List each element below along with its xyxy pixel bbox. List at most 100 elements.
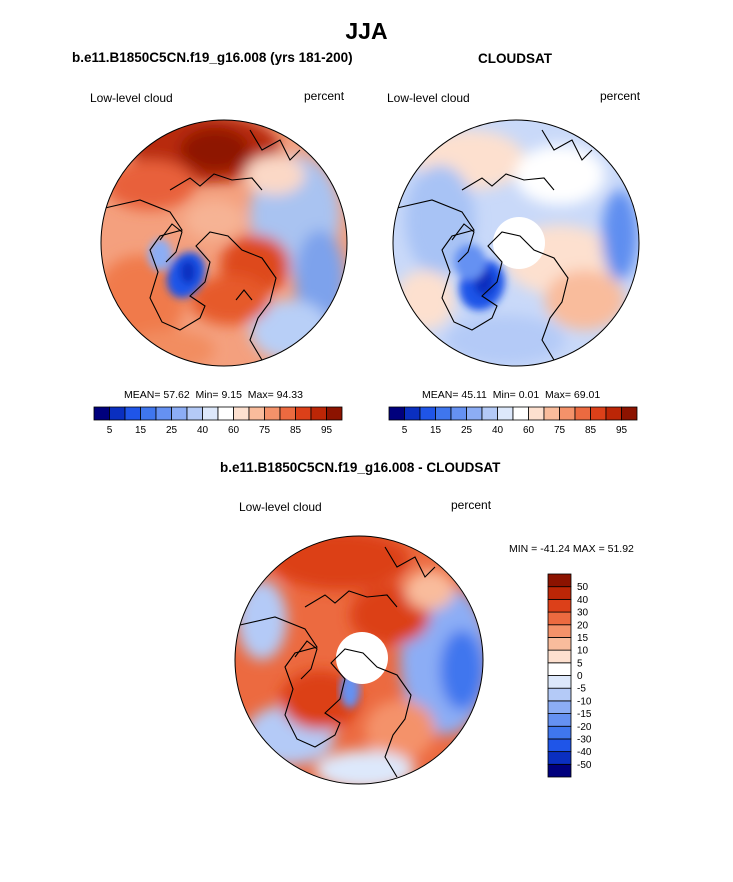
panel2-variable-label: Low-level cloud: [387, 91, 470, 105]
panel3-colorbar-tick-label: 40: [577, 595, 589, 606]
panel3-colorbar-swatch: [547, 662, 572, 676]
panel1-colorbar-swatch: [93, 406, 110, 421]
panel3-colorbar-tick-label: 10: [577, 646, 589, 657]
panel3-colorbar-swatch: [547, 675, 572, 689]
panel1-colorbar-swatch: [202, 406, 219, 421]
panel1-coastlines: [104, 129, 301, 361]
panel1-colorbar-swatch: [217, 406, 234, 421]
panel2-stats: MEAN= 45.11 Min= 0.01 Max= 69.01: [422, 389, 600, 401]
panel2-colorbar-swatch: [388, 406, 405, 421]
panel1-colorbar-swatch: [171, 406, 188, 421]
panel1-colorbar-swatch: [264, 406, 281, 421]
panel3-colorbar-swatch: [547, 573, 572, 588]
panel3-colorbar-swatch: [547, 611, 572, 626]
panel3-colorbar-tick-label: 5: [577, 658, 583, 669]
panel1-colorbar-swatch: [233, 406, 250, 421]
panel3-colorbar-swatch: [547, 751, 572, 765]
panel2-units-label: percent: [600, 89, 641, 103]
panel1-colorbar-swatch: [310, 406, 327, 421]
panel3-colorbar-tick-label: 15: [577, 633, 589, 644]
panel2-coastlines: [396, 129, 593, 361]
panel3-colorbar-tick-label: -40: [577, 747, 592, 758]
panel2-colorbar-swatch: [450, 406, 467, 421]
panel2-colorbar-swatch: [590, 406, 607, 421]
panel2-max-value: 69.01: [573, 389, 601, 401]
panel3-colorbar-swatch: [547, 649, 572, 664]
panel3-variable-label: Low-level cloud: [239, 500, 322, 514]
panel3-coastlines: [239, 546, 436, 778]
panel2-colorbar-tick-label: 40: [492, 425, 504, 436]
panel1-colorbar-tick-label: 40: [197, 425, 209, 436]
panel1-max-value: 94.33: [276, 389, 303, 401]
panel2-colorbar-swatch: [574, 406, 591, 421]
panel1-colorbar-swatch: [109, 406, 126, 421]
panel3-colorbar-tick-label: 50: [577, 582, 589, 593]
panel2-colorbar-swatch: [528, 406, 545, 421]
panel2-colorbar-tick-label: 95: [616, 425, 628, 436]
panel2-colorbar: 5 15 25 40 60 75 85 95: [388, 406, 638, 436]
panel2-colorbar-tick-label: 60: [523, 425, 535, 436]
panel3-colorbar-tick-label: -30: [577, 734, 592, 745]
panel3-colorbar-swatch: [547, 687, 572, 702]
panel3-colorbar-swatch: [547, 637, 572, 651]
panel3-colorbar-swatch: [547, 598, 572, 613]
panel2-mean-label: MEAN=: [422, 389, 459, 401]
panel3-colorbar-tick-label: -10: [577, 696, 592, 707]
panel2-colorbar-swatch: [605, 406, 622, 421]
panel1-colorbar-swatch: [124, 406, 141, 421]
panel2-min-value: 0.01: [518, 389, 540, 401]
panel3-colorbar-tick-label: 20: [577, 620, 589, 631]
panel1-title: b.e11.B1850C5CN.f19_g16.008 (yrs 181-200…: [72, 50, 353, 65]
panel1-mean-label: MEAN=: [124, 389, 161, 401]
panel1-mean-value: 57.62: [163, 389, 190, 401]
panel3-colorbar-tick-label: -5: [577, 684, 586, 695]
panel3-colorbar-tick-label: -15: [577, 709, 592, 720]
panel3-title: b.e11.B1850C5CN.f19_g16.008 - CLOUDSAT: [220, 460, 501, 475]
panel3-colorbar-tick-label: -20: [577, 722, 592, 733]
panel3-colorbar-swatch: [547, 763, 572, 778]
panel2-min-label: Min=: [492, 389, 516, 401]
panel1-colorbar-tick-label: 75: [259, 425, 271, 436]
panel3-units-label: percent: [451, 498, 492, 512]
panel1-colorbar-swatch: [326, 406, 343, 421]
panel2-map: [392, 119, 640, 367]
panel3-colorbar-swatch: [547, 713, 572, 727]
panel1-stats: MEAN= 57.62 Min= 9.15 Max= 94.33: [124, 389, 303, 401]
panel1-colorbar-tick-label: 15: [135, 425, 147, 436]
panel2-colorbar-swatch: [543, 406, 560, 421]
panel3-minmax: MIN = -41.24 MAX = 51.92: [509, 543, 634, 555]
panel2-mean-value: 45.11: [461, 389, 487, 401]
panel3-colorbar-tick-label: -50: [577, 760, 592, 771]
panel2-colorbar-tick-label: 5: [402, 425, 408, 436]
panel1-min-value: 9.15: [221, 389, 242, 401]
panel1-units-label: percent: [304, 89, 345, 103]
panel1-colorbar-swatch: [155, 406, 172, 421]
panel1-colorbar: 5 15 25 40 60 75 85 95: [93, 406, 343, 436]
panel1-colorbar-tick-label: 85: [290, 425, 302, 436]
panel1-max-label: Max=: [247, 389, 274, 401]
panel3-colorbar-swatch: [547, 624, 572, 638]
panel2-colorbar-swatch: [512, 406, 529, 421]
panel2-colorbar-swatch: [435, 406, 452, 421]
panel2-colorbar-tick-label: 85: [585, 425, 597, 436]
panel1-colorbar-tick-label: 60: [228, 425, 240, 436]
panel1-colorbar-tick-label: 25: [166, 425, 178, 436]
panel2-colorbar-swatch: [404, 406, 421, 421]
panel3-map: [234, 535, 484, 785]
panel1-colorbar-swatch: [248, 406, 265, 421]
panel1-colorbar-swatch: [140, 406, 157, 421]
panel1-variable-label: Low-level cloud: [90, 91, 173, 105]
panel2-colorbar-swatch: [559, 406, 576, 421]
figure-title: JJA: [345, 18, 388, 44]
panel2-colorbar-swatch: [481, 406, 498, 421]
panel1-map: [100, 119, 348, 367]
panel2-title: CLOUDSAT: [478, 51, 552, 66]
panel2-colorbar-swatch: [419, 406, 436, 421]
panel1-min-label: Min=: [195, 389, 219, 401]
panel1-colorbar-tick-label: 5: [107, 425, 113, 436]
panel1-colorbar-tick-label: 95: [321, 425, 333, 436]
panel1-colorbar-swatch: [186, 406, 203, 421]
panel3-colorbar-swatch: [547, 738, 572, 753]
